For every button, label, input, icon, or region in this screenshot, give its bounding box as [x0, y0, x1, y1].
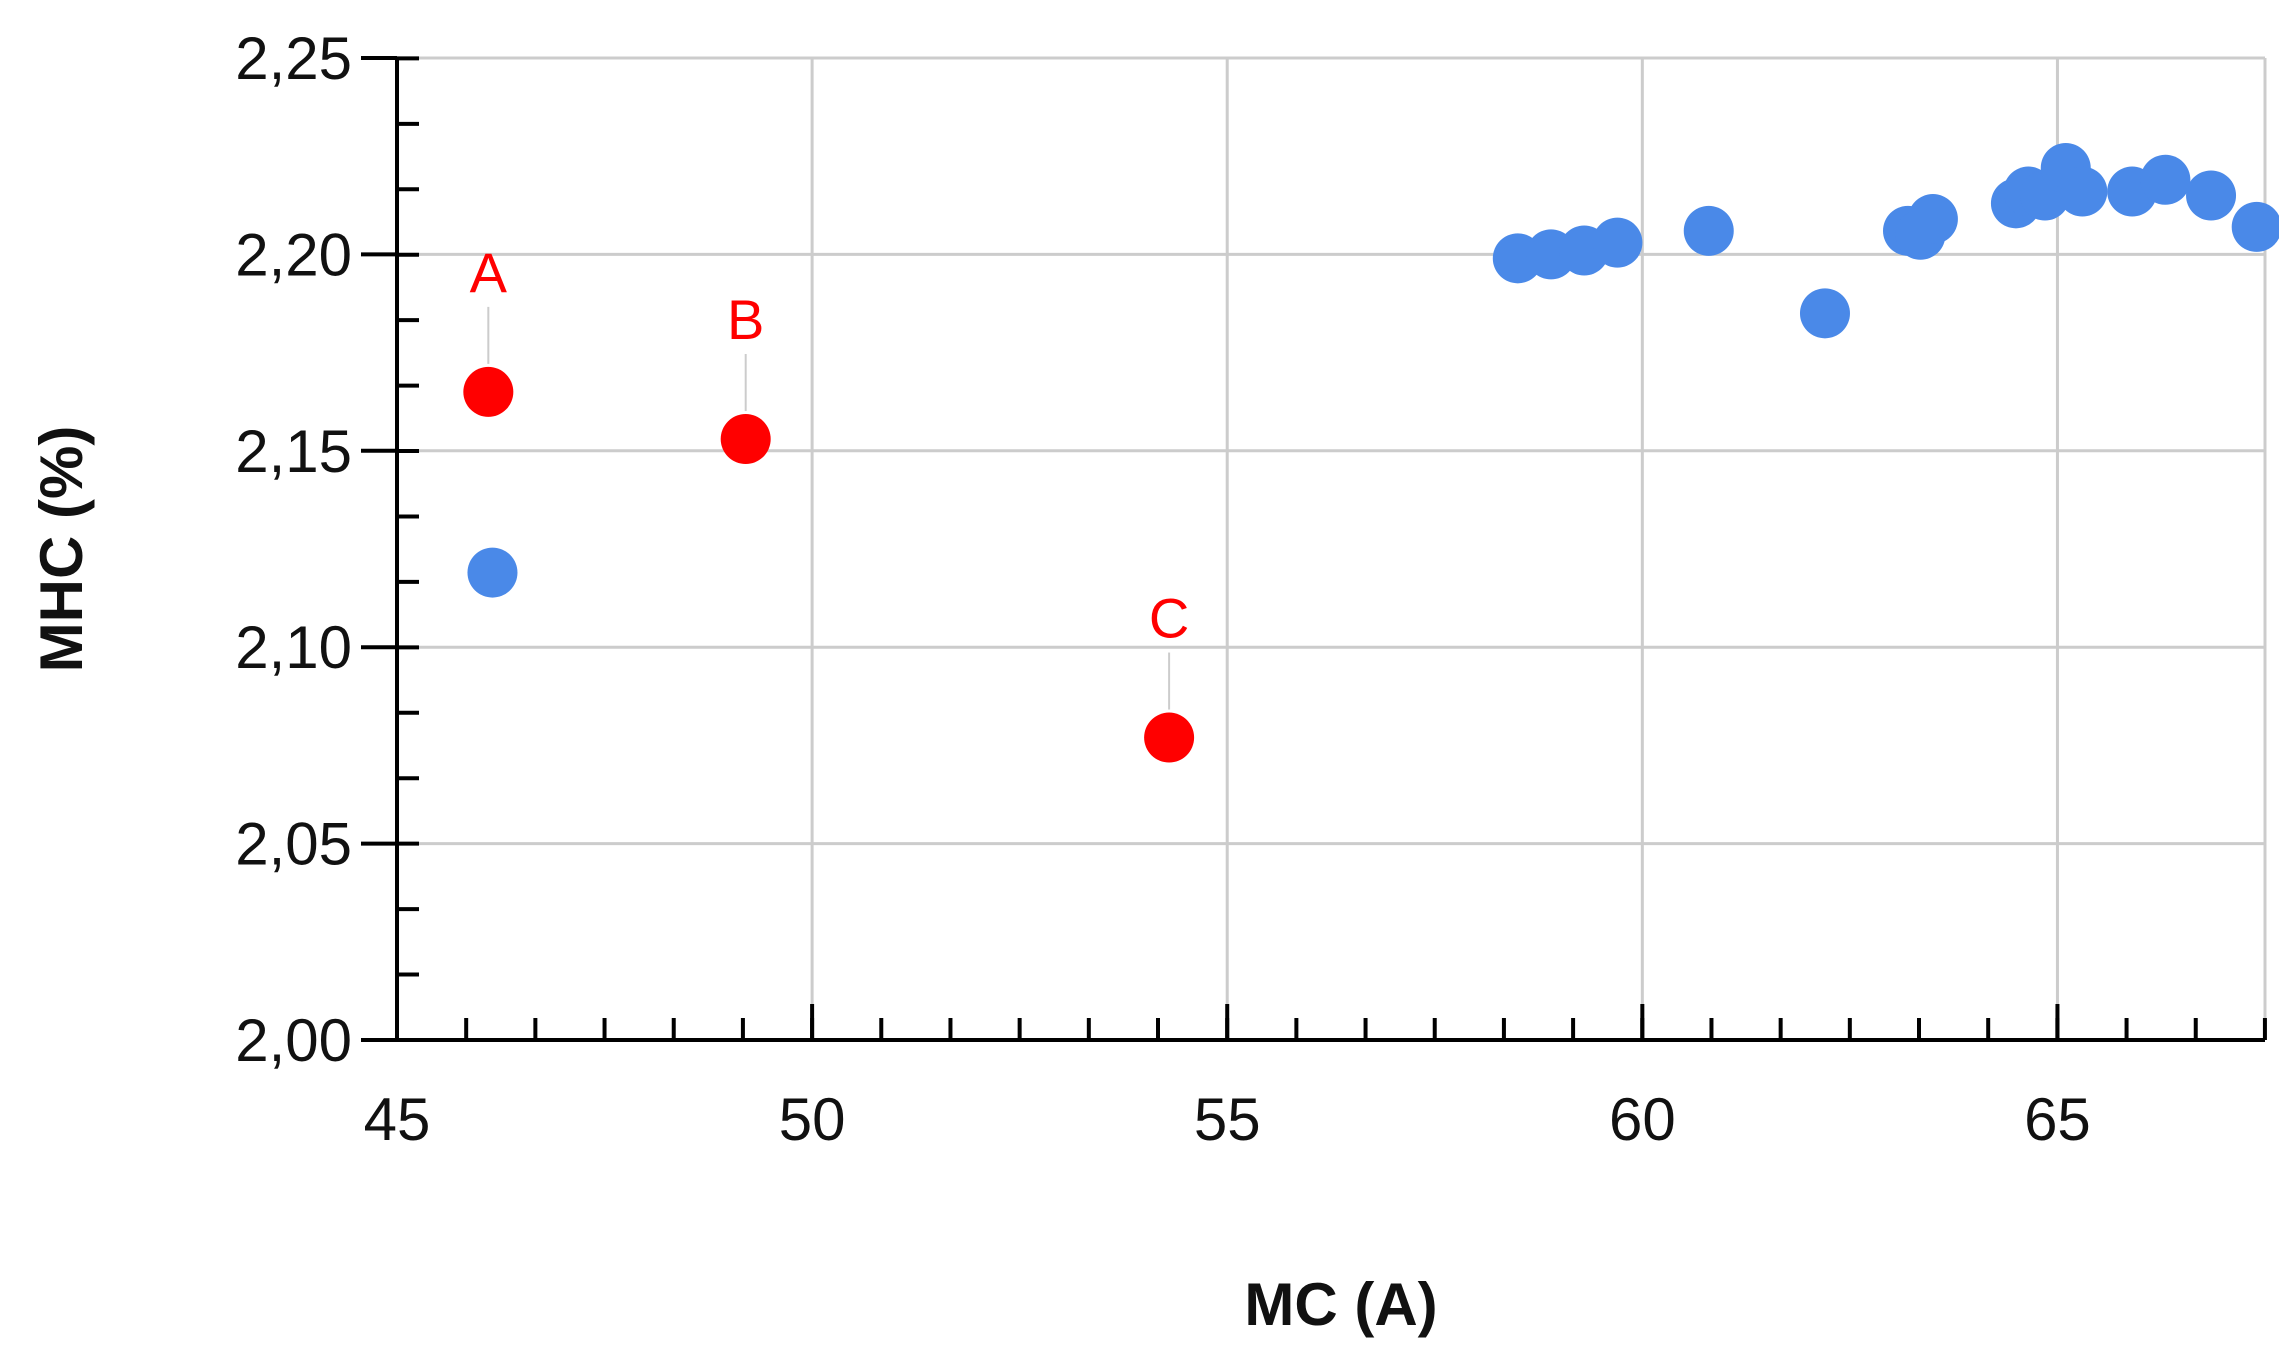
- grid-lines: [397, 56, 2267, 1040]
- point-label: B: [727, 288, 764, 351]
- axes: 2,00 2,05 2,10 2,15 2,20 2,25 45 50 55 60 65: [235, 25, 2267, 1153]
- data-point: [463, 366, 514, 417]
- x-tick-label: 50: [779, 1086, 846, 1153]
- data-point: [2140, 154, 2191, 205]
- y-axis-title: MHC (%): [28, 426, 95, 673]
- data-point: [1144, 712, 1195, 763]
- data-point: [1683, 205, 1734, 256]
- x-tick-label: 45: [364, 1086, 431, 1153]
- data-point: [467, 547, 518, 598]
- point-labels: A B C: [470, 241, 1189, 710]
- data-point: [720, 414, 771, 465]
- x-tick-label: 60: [1609, 1086, 1676, 1153]
- y-tick-label: 2,00: [235, 1007, 352, 1074]
- y-tick-label: 2,20: [235, 221, 352, 288]
- x-axis-title: MC (A): [1244, 1271, 1437, 1338]
- point-label: A: [470, 241, 508, 304]
- y-tick-label: 2,05: [235, 811, 352, 878]
- data-point: [2057, 166, 2108, 217]
- y-tick-label: 2,15: [235, 418, 352, 485]
- data-points: [463, 142, 2279, 763]
- data-point: [1592, 217, 1643, 268]
- data-point: [1907, 194, 1958, 245]
- point-label: C: [1149, 587, 1189, 650]
- x-tick-label: 55: [1194, 1086, 1261, 1153]
- data-point: [2231, 201, 2279, 252]
- data-point: [1799, 288, 1850, 339]
- data-point: [2186, 170, 2237, 221]
- y-tick-label: 2,10: [235, 614, 352, 681]
- y-tick-label: 2,25: [235, 25, 352, 92]
- x-tick-label: 65: [2024, 1086, 2091, 1153]
